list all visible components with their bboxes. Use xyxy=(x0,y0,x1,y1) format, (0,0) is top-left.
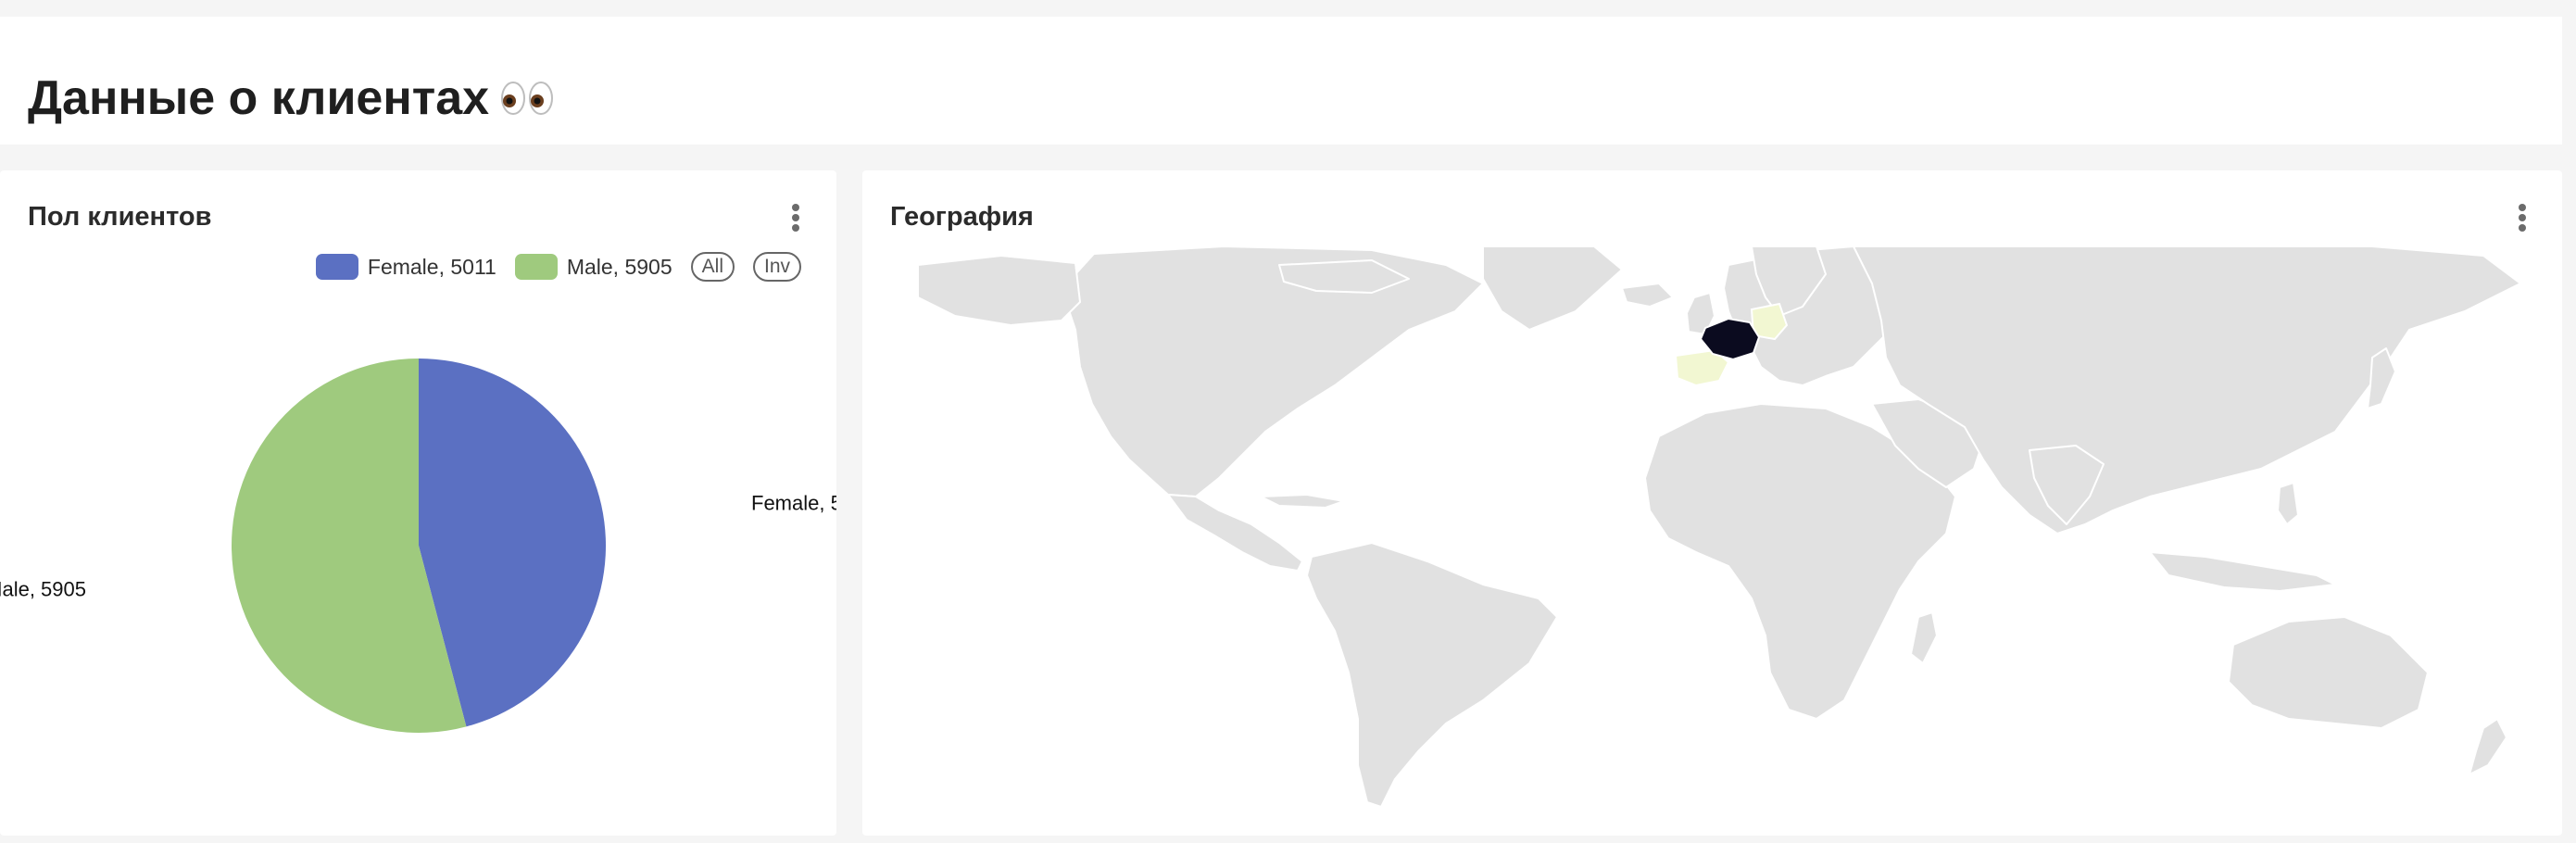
map-region-india[interactable] xyxy=(2029,445,2105,525)
gender-card-menu-icon[interactable] xyxy=(786,202,805,233)
map-region-asia[interactable] xyxy=(1853,246,2521,535)
legend-invert-button[interactable]: Inv xyxy=(752,252,801,282)
legend-item-female[interactable]: Female, 5011 xyxy=(315,254,496,280)
map-region-australia[interactable] xyxy=(2228,616,2429,729)
map-region-indonesia[interactable] xyxy=(2149,551,2336,592)
map-region-philippines[interactable] xyxy=(2277,482,2299,525)
map-region-scandinavia[interactable] xyxy=(1751,246,1827,317)
pie-legend: Female, 5011 Male, 5905 All Inv xyxy=(315,252,801,282)
legend-swatch-male xyxy=(514,254,558,280)
page-title-text: Данные о клиентах xyxy=(28,71,490,125)
geography-card-title: География xyxy=(890,202,1034,232)
map-region-greenland[interactable] xyxy=(1482,246,1623,331)
legend-swatch-female xyxy=(315,254,358,280)
map-region-south-america[interactable] xyxy=(1306,542,1558,807)
map-region-africa[interactable] xyxy=(1644,403,1956,720)
dashboard-header: Данные о клиентах xyxy=(0,17,2562,145)
gender-card-title: Пол клиентов xyxy=(28,202,212,232)
map-region-north-america[interactable] xyxy=(1065,246,1484,497)
map-region-japan[interactable] xyxy=(2367,347,2396,409)
geography-card-menu-icon[interactable] xyxy=(2513,202,2532,233)
geography-card: География xyxy=(862,170,2562,836)
legend-label-female: Female, 5011 xyxy=(367,254,496,279)
map-region-madagascar[interactable] xyxy=(1910,611,1938,664)
map-region-central-america[interactable] xyxy=(1167,494,1303,572)
gender-pie-chart: Female, 5011 Male, 5905 xyxy=(0,359,836,733)
map-region-iceland[interactable] xyxy=(1621,283,1674,308)
pie-label-female: Female, 5011 xyxy=(751,492,836,515)
legend-select-all-button[interactable]: All xyxy=(690,252,735,282)
pie-label-male: Male, 5905 xyxy=(0,577,86,600)
map-region-caribbean[interactable] xyxy=(1260,494,1345,509)
page-title: Данные о клиентах xyxy=(28,69,554,131)
pie-slice-male[interactable] xyxy=(232,359,467,733)
gender-card: Пол клиентов Female, 5011 Male, 5905 All… xyxy=(0,170,836,836)
legend-item-male[interactable]: Male, 5905 xyxy=(514,254,672,280)
map-country-france[interactable] xyxy=(1699,317,1761,361)
map-region-alaska[interactable] xyxy=(917,255,1081,326)
pie-slice-female[interactable] xyxy=(419,359,606,727)
world-map xyxy=(917,246,2521,807)
legend-label-male: Male, 5905 xyxy=(566,254,672,279)
map-region-new-zealand[interactable] xyxy=(2469,718,2507,775)
eyes-icon xyxy=(500,71,554,131)
map-region-arctic-islands[interactable] xyxy=(1278,259,1410,294)
